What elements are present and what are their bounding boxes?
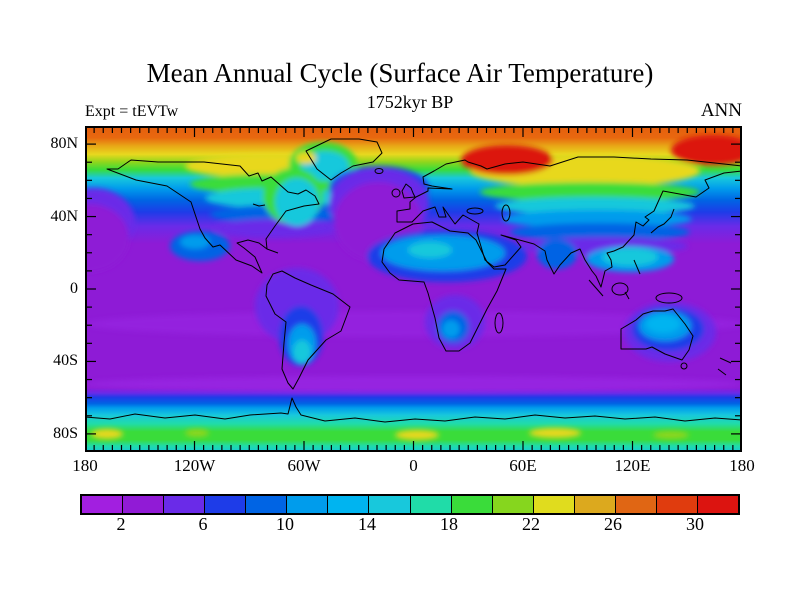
experiment-label: Expt = tEVTw <box>85 103 179 120</box>
colorbar-cell <box>573 496 615 513</box>
colorbar-label: 18 <box>440 514 458 534</box>
colorbar-cell <box>286 496 328 513</box>
colorbar-label: 22 <box>522 514 540 534</box>
map-frame <box>85 126 742 452</box>
lat-tick-label: 0 <box>70 280 78 297</box>
page-title: Mean Annual Cycle (Surface Air Temperatu… <box>146 58 654 88</box>
colorbar-cell <box>696 496 738 513</box>
lon-tick-label: 120E <box>614 456 651 475</box>
lon-tick-label: 120W <box>173 456 216 475</box>
colorbar-cell <box>409 496 451 513</box>
colorbar-cell <box>532 496 574 513</box>
lat-tick-label: 80S <box>53 424 78 442</box>
lat-tick-label: 40N <box>50 207 78 225</box>
lat-tick-label: 80N <box>50 135 78 153</box>
colorbar-label: 14 <box>358 514 376 534</box>
colorbar-cell <box>204 496 246 513</box>
colorbar-cell <box>82 496 123 513</box>
axis-ticks <box>87 128 740 450</box>
lon-tick-label: 180 <box>729 456 755 475</box>
map-anomaly-blobs <box>85 135 742 440</box>
temperature-map <box>85 126 742 452</box>
map-base <box>85 126 742 452</box>
colorbar-cell <box>655 496 697 513</box>
colorbar-label: 2 <box>116 514 126 534</box>
colorbar-cell <box>491 496 533 513</box>
colorbar-cell <box>368 496 410 513</box>
colorbar-cell <box>327 496 369 513</box>
map-plot-area <box>85 126 742 452</box>
colorbar-cell <box>450 496 492 513</box>
colorbar-label: 6 <box>198 514 208 534</box>
colorbar-cell <box>122 496 164 513</box>
colorbar-cell <box>245 496 287 513</box>
continent-outlines <box>85 138 742 423</box>
colorbar-cell <box>163 496 205 513</box>
colorbar-label: 10 <box>276 514 294 534</box>
lon-tick-label: 60W <box>287 456 321 475</box>
colorbar <box>80 494 740 515</box>
lon-tick-label: 60E <box>509 456 537 475</box>
lon-tick-label: 0 <box>409 456 418 475</box>
colorbar-label: 26 <box>604 514 622 534</box>
season-label: ANN <box>700 100 742 121</box>
plot-subtitle: 1752kyr BP <box>366 92 454 112</box>
lat-tick-label: 40S <box>53 352 78 370</box>
colorbar-label: 30 <box>686 514 704 534</box>
colorbar-cell <box>614 496 656 513</box>
lon-tick-label: 180 <box>72 456 98 475</box>
